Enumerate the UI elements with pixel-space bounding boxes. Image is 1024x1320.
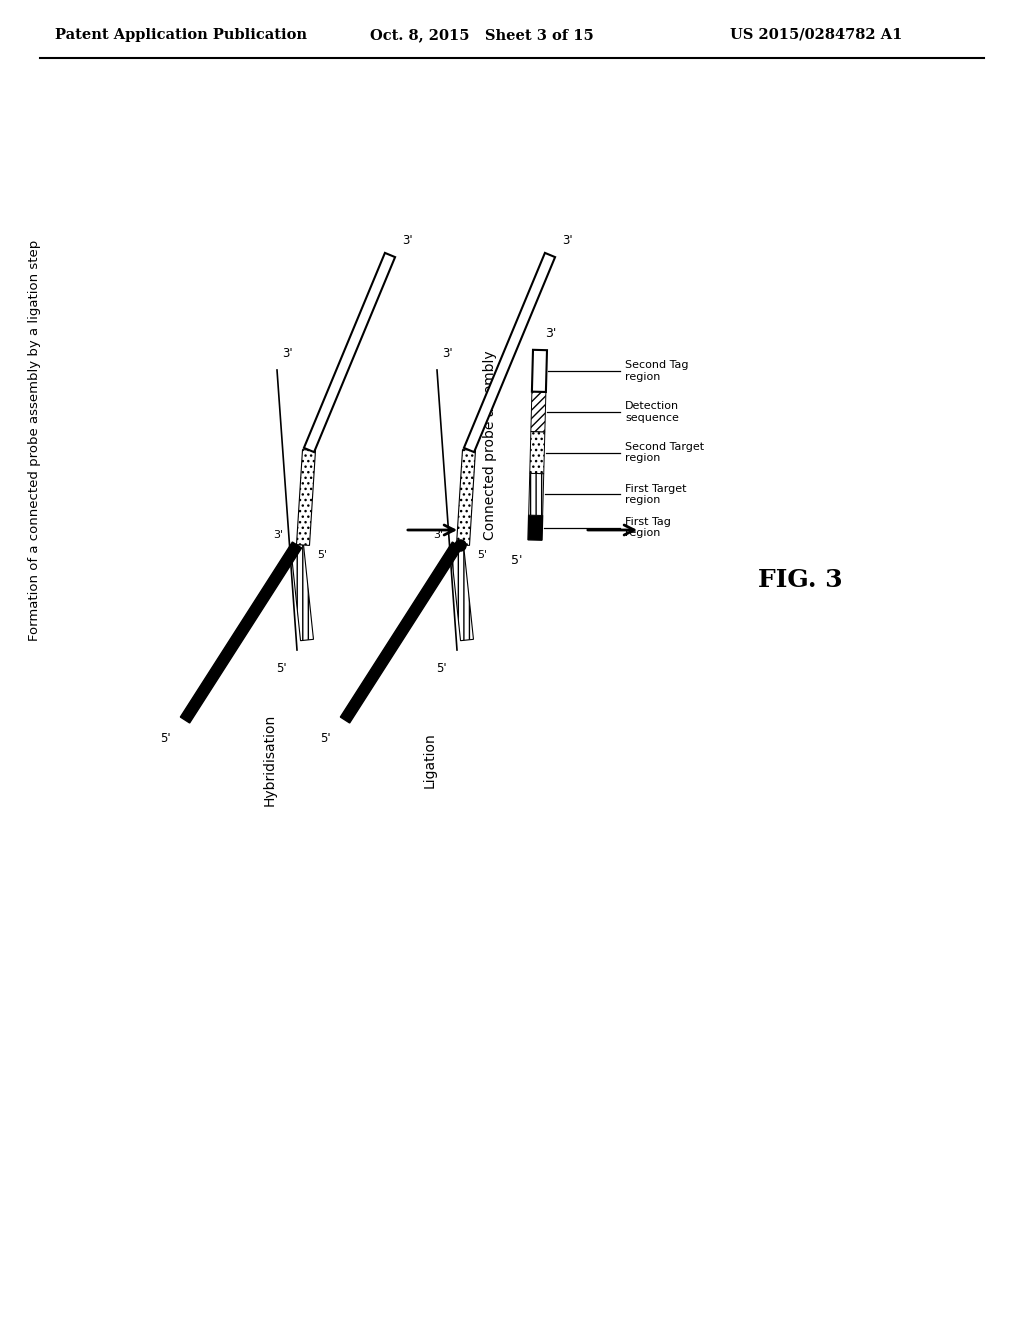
Text: First Target
region: First Target region xyxy=(625,483,686,506)
Text: Patent Application Publication: Patent Application Publication xyxy=(55,28,307,42)
Text: 5': 5' xyxy=(161,733,171,744)
Polygon shape xyxy=(457,450,475,545)
Text: Detection
sequence: Detection sequence xyxy=(625,401,679,422)
Text: 3': 3' xyxy=(282,347,293,360)
Text: 5': 5' xyxy=(321,733,331,744)
Polygon shape xyxy=(530,392,546,432)
Text: Ligation: Ligation xyxy=(423,733,437,788)
Text: Oct. 8, 2015   Sheet 3 of 15: Oct. 8, 2015 Sheet 3 of 15 xyxy=(370,28,594,42)
Polygon shape xyxy=(528,474,544,516)
Polygon shape xyxy=(529,432,545,474)
Text: Connected probe assembly: Connected probe assembly xyxy=(483,350,497,540)
Polygon shape xyxy=(528,515,543,540)
Polygon shape xyxy=(304,253,395,453)
Text: Second Target
region: Second Target region xyxy=(625,442,705,463)
Text: 3': 3' xyxy=(545,327,556,341)
Text: FIG. 3: FIG. 3 xyxy=(758,568,843,591)
Text: 3': 3' xyxy=(402,234,413,247)
Polygon shape xyxy=(291,544,313,640)
Polygon shape xyxy=(297,450,315,545)
Text: 5': 5' xyxy=(512,554,523,568)
Text: Second Tag
region: Second Tag region xyxy=(625,360,688,381)
Text: 3': 3' xyxy=(442,347,453,360)
Text: 3': 3' xyxy=(562,234,572,247)
Text: First Tag
region: First Tag region xyxy=(625,517,671,539)
Polygon shape xyxy=(464,253,555,453)
Text: Hybridisation: Hybridisation xyxy=(263,714,278,807)
Polygon shape xyxy=(451,544,473,640)
Polygon shape xyxy=(340,543,462,723)
Polygon shape xyxy=(531,350,547,392)
Text: 5': 5' xyxy=(276,663,287,675)
Text: 3': 3' xyxy=(433,531,443,540)
Polygon shape xyxy=(180,543,302,723)
Text: 5': 5' xyxy=(317,550,327,560)
Text: 3': 3' xyxy=(272,531,283,540)
Text: 5': 5' xyxy=(436,663,447,675)
Text: 5': 5' xyxy=(477,550,487,560)
Text: Formation of a connected probe assembly by a ligation step: Formation of a connected probe assembly … xyxy=(29,239,42,640)
Text: US 2015/0284782 A1: US 2015/0284782 A1 xyxy=(730,28,902,42)
